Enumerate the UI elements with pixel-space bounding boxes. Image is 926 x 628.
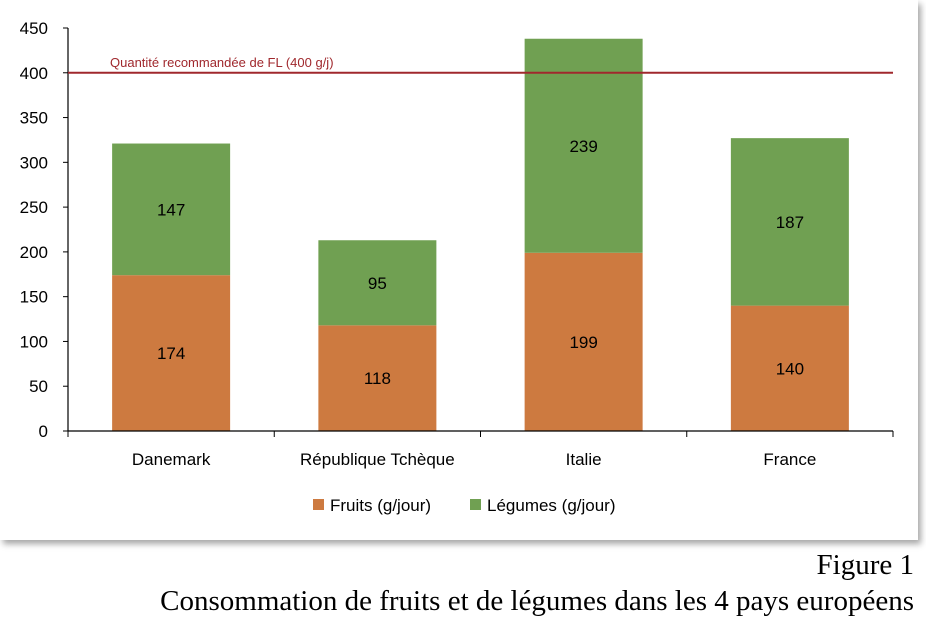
legend-label: Fruits (g/jour) (330, 496, 431, 515)
y-tick-label: 350 (20, 109, 48, 128)
bar-legumes (112, 143, 231, 276)
legend-label: Légumes (g/jour) (487, 496, 616, 515)
y-tick-label: 250 (20, 198, 48, 217)
data-label: 239 (569, 137, 597, 156)
y-tick-label: 450 (20, 19, 48, 38)
x-category-label: République Tchèque (300, 450, 455, 469)
x-category-label: Italie (566, 450, 602, 469)
figure-title: Consommation de fruits et de légumes dan… (160, 585, 914, 617)
bar-legumes (730, 138, 849, 306)
y-tick-label: 100 (20, 332, 48, 351)
bar-fruits (318, 325, 437, 431)
y-tick-label: 300 (20, 153, 48, 172)
data-label: 95 (368, 274, 387, 293)
bar-fruits (730, 305, 849, 431)
figure-number: Figure 1 (816, 549, 914, 581)
data-label: 140 (776, 359, 804, 378)
y-tick-label: 150 (20, 288, 48, 307)
y-tick-label: 0 (39, 422, 48, 441)
legend-swatch (313, 499, 324, 510)
y-axis: 0 50 100 150 200 250 300 350 400 450 (20, 19, 69, 441)
data-label: 187 (776, 213, 804, 232)
data-label: 199 (569, 333, 597, 352)
legend-swatch (470, 499, 481, 510)
bars: 174 147 118 95 199 239 140 187 (112, 38, 849, 431)
reference-line-group: Quantité recommandée de FL (400 g/j) (68, 55, 893, 74)
x-category-label: France (763, 450, 816, 469)
legend: Fruits (g/jour) Légumes (g/jour) (313, 496, 616, 515)
reference-line-label: Quantité recommandée de FL (400 g/j) (110, 55, 334, 70)
bar-legumes (318, 240, 437, 326)
data-label: 147 (157, 200, 185, 219)
y-tick-label: 50 (29, 377, 48, 396)
chart-frame: 0 50 100 150 200 250 300 350 400 450 174 147 118 95 1… (19, 19, 894, 515)
y-tick-label: 400 (20, 64, 48, 83)
y-tick-label: 200 (20, 243, 48, 262)
figure-caption: Figure 1 Consommation de fruits et de lé… (160, 548, 914, 620)
data-label: 118 (364, 369, 391, 388)
x-axis: Danemark République Tchèque Italie France (67, 430, 894, 469)
bar-fruits (112, 275, 231, 431)
x-category-label: Danemark (132, 450, 211, 469)
data-label: 174 (157, 344, 185, 363)
bar-legumes (524, 38, 643, 253)
bar-fruits (524, 252, 643, 431)
